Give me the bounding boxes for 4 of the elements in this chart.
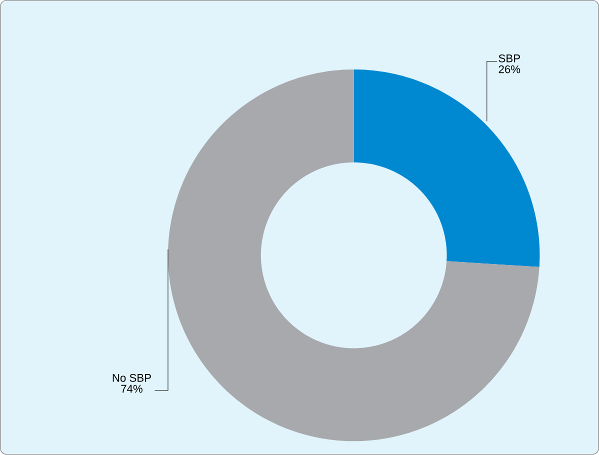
data-label: 74% [121, 384, 142, 393]
slice-label: No SBP [112, 374, 151, 382]
data-label: 26% [498, 65, 520, 74]
slice-label: SBP [498, 54, 520, 62]
